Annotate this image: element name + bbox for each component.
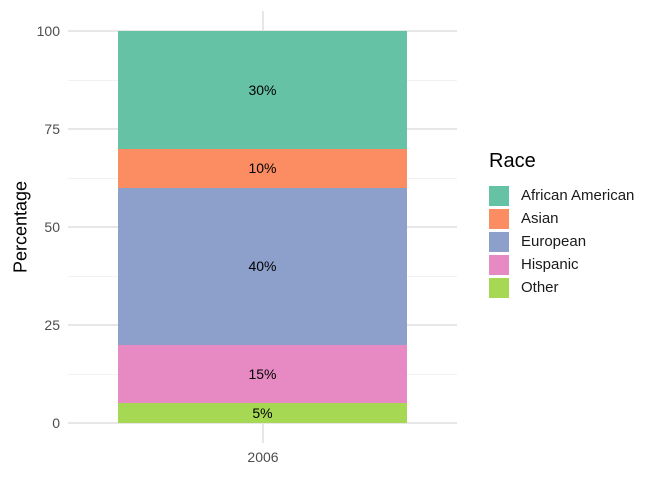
legend-label-asian: Asian (521, 210, 559, 227)
legend-item-other: Other (489, 276, 634, 299)
legend-label-hispanic: Hispanic (521, 256, 579, 273)
bar-segment-african-american: 30% (118, 31, 407, 149)
legend-label-african-american: African American (521, 187, 635, 204)
y-axis-tick-label-100: 100 (36, 23, 60, 39)
legend-items: African American Asian European Hispanic Oth… (489, 184, 634, 299)
bar-segment-value-label: 30% (248, 81, 277, 98)
legend-label-european: European (521, 233, 587, 250)
bar-segment-hispanic: 15% (118, 344, 407, 404)
bar-segment-other: 5% (118, 403, 407, 423)
legend-key-african-american (489, 185, 509, 206)
y-axis-tick-label-0: 0 (52, 415, 60, 431)
bar-2006: 30% 10% 40% 15% 5% (118, 31, 407, 423)
legend-item-hispanic: Hispanic (489, 253, 634, 276)
legend-key-asian (489, 208, 509, 229)
legend: Race African American Asian European Hispan… (489, 150, 634, 299)
x-axis-tick-label: 2006 (247, 449, 279, 465)
y-axis-tick-label-25: 25 (44, 317, 60, 333)
legend-item-asian: Asian (489, 207, 634, 230)
legend-item-african-american: African American (489, 184, 634, 207)
y-axis-tick-label-50: 50 (44, 219, 60, 235)
bar-segment-asian: 10% (118, 148, 407, 188)
bar-segment-value-label: 15% (248, 365, 277, 382)
bar-segment-value-label: 40% (248, 258, 277, 275)
legend-title: Race (489, 150, 536, 172)
legend-item-european: European (489, 230, 634, 253)
bar-segment-european: 40% (118, 187, 407, 345)
legend-label-other: Other (521, 279, 559, 296)
bar-segment-value-label: 10% (248, 160, 277, 177)
legend-key-hispanic (489, 254, 509, 275)
legend-key-european (489, 231, 509, 252)
y-axis-title: Percentage (10, 180, 31, 274)
y-axis-tick-label-75: 75 (44, 121, 60, 137)
bar-segment-value-label: 5% (252, 405, 273, 422)
legend-key-other (489, 277, 509, 298)
